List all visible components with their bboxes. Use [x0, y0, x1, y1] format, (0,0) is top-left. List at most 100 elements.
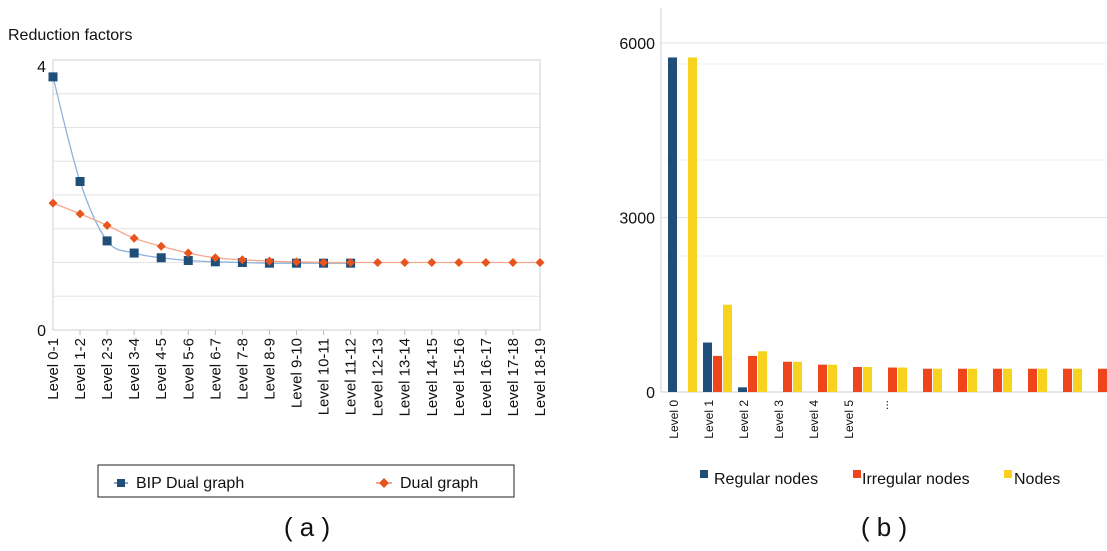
legend-bip-square-icon [117, 479, 125, 487]
chart-a-xtick-label: Level 14-15 [424, 338, 441, 416]
legend-regular-label: Regular nodes [714, 471, 818, 488]
chart-a-line-diamond [52, 202, 540, 264]
bar-nodes [723, 304, 732, 392]
dual-graph-point [48, 198, 58, 208]
chart-a-xtick-label: Level 4-5 [153, 338, 170, 400]
chart-a-ytick-max: 4 [37, 59, 46, 76]
bar-nodes [863, 366, 872, 392]
dual-graph-point [75, 209, 85, 219]
legend-nodes-swatch-icon [1004, 470, 1012, 478]
bip-dual-graph-point [102, 236, 112, 246]
legend-irregular-swatch-icon [853, 470, 861, 478]
dual-graph-point [454, 258, 464, 267]
bar-irregular-nodes [993, 368, 1002, 392]
bip-dual-graph-point [156, 253, 166, 263]
chart-a-xtick-label: Level 13-14 [397, 338, 414, 416]
bar-nodes [688, 57, 697, 393]
chart-a-xtick-label: Level 7-8 [234, 338, 251, 400]
chart-a-xtick-label: Level 10-11 [316, 338, 333, 415]
dual-graph-point [102, 220, 112, 230]
dual-graph-point [129, 233, 139, 243]
bar-nodes [933, 368, 942, 392]
bar-nodes [1073, 368, 1082, 392]
bar-nodes [968, 368, 977, 392]
bar-irregular-nodes [748, 355, 757, 392]
bip-dual-graph-point [75, 177, 85, 186]
chart-a-xtick-label: Level 9-10 [289, 338, 306, 408]
bar-nodes [1003, 368, 1012, 392]
dual-graph-point [400, 258, 410, 267]
bar-irregular-nodes [853, 366, 862, 392]
bar-irregular-nodes [818, 364, 827, 392]
chart-a-plot-frame [52, 59, 541, 331]
chart-a-xtick-label: Level 0-1 [45, 338, 62, 400]
dual-graph-point [535, 258, 545, 267]
chart-a-xtick-label: Level 5-6 [180, 338, 197, 400]
dual-graph-point [210, 253, 220, 263]
bar-irregular-nodes [713, 355, 722, 392]
dual-graph-point [427, 258, 437, 267]
panel-a-label: ( a ) [284, 512, 330, 542]
dual-graph-point [183, 248, 193, 258]
dual-graph-point [319, 258, 329, 267]
chart-a-xtick-label: Level 17-18 [505, 338, 522, 416]
bar-regular-nodes [703, 342, 712, 392]
bar-irregular-nodes [1028, 368, 1037, 392]
chart-a-xtick-labels: Level 0-1 Level 1-2 Level 2-3 Level 3-4 Leve… [45, 338, 549, 416]
panel-b-label: ( b ) [861, 512, 907, 542]
chart-b-bars [668, 57, 1107, 393]
legend-regular-swatch-icon [700, 470, 708, 478]
chart-b-ytick-labels: 0 3000 6000 [619, 36, 655, 402]
chart-a: Reduction factors 4 0 Level 0-1 Level 1-2… [8, 27, 549, 542]
bar-nodes [758, 351, 767, 392]
chart-b-xtick-label: Level 1 [702, 400, 716, 439]
chart-a-xtick-label: Level 15-16 [451, 338, 468, 416]
dual-graph-point [156, 241, 166, 251]
bar-regular-nodes [738, 387, 747, 392]
bar-irregular-nodes [1063, 368, 1072, 392]
bar-irregular-nodes [888, 367, 897, 392]
bar-nodes [793, 361, 802, 392]
chart-a-xtick-label: Level 18-19 [532, 338, 549, 416]
dual-graph-point [346, 258, 356, 267]
bip-dual-graph-point [129, 248, 139, 258]
legend-nodes-label: Nodes [1014, 471, 1060, 488]
chart-b-xtick-label: Level 5 [842, 400, 856, 439]
dual-graph-point [508, 258, 518, 267]
legend-irregular-label: Irregular nodes [862, 471, 970, 488]
chart-b-xtick-label: ... [877, 400, 891, 410]
chart-b-xtick-label: Level 0 [667, 400, 681, 439]
bar-regular-nodes [668, 57, 677, 393]
dual-graph-point [481, 258, 491, 267]
bar-nodes [898, 367, 907, 392]
bar-nodes [1038, 368, 1047, 392]
chart-a-ylabel: Reduction factors [8, 27, 133, 44]
bar-irregular-nodes [783, 361, 792, 392]
bip-dual-graph-point [183, 255, 193, 265]
chart-a-legend: BIP Dual graph Dual graph [97, 464, 515, 498]
legend-dual-diamond-icon [379, 478, 389, 488]
bar-nodes [828, 364, 837, 392]
chart-a-xtick-label: Level 11-12 [343, 338, 360, 415]
bar-irregular-nodes [958, 368, 967, 392]
chart-a-xtick-label: Level 3-4 [126, 338, 143, 400]
bar-irregular-nodes [923, 368, 932, 392]
chart-b-ytick-label: 0 [646, 385, 655, 402]
dual-graph-point [237, 255, 247, 265]
chart-a-line-square [52, 76, 351, 264]
chart-b-xtick-labels: Level 0 Level 1 Level 2 Level 3 Level 4 Level… [667, 400, 891, 439]
chart-b-ytick-label: 6000 [619, 36, 655, 53]
chart-b-xtick-label: Level 4 [807, 400, 821, 439]
dual-graph-point [292, 257, 301, 267]
chart-b-gridlines [661, 42, 1107, 393]
chart-b-ytick-label: 3000 [619, 210, 655, 227]
chart-a-xtick-label: Level 2-3 [99, 338, 116, 400]
chart-b-legend: Regular nodes Irregular nodes Nodes [700, 470, 1060, 488]
chart-a-legend-box [97, 464, 515, 498]
chart-a-gridlines [53, 93, 540, 335]
chart-a-xtick-label: Level 6-7 [207, 338, 224, 400]
dual-graph-point [264, 256, 274, 266]
